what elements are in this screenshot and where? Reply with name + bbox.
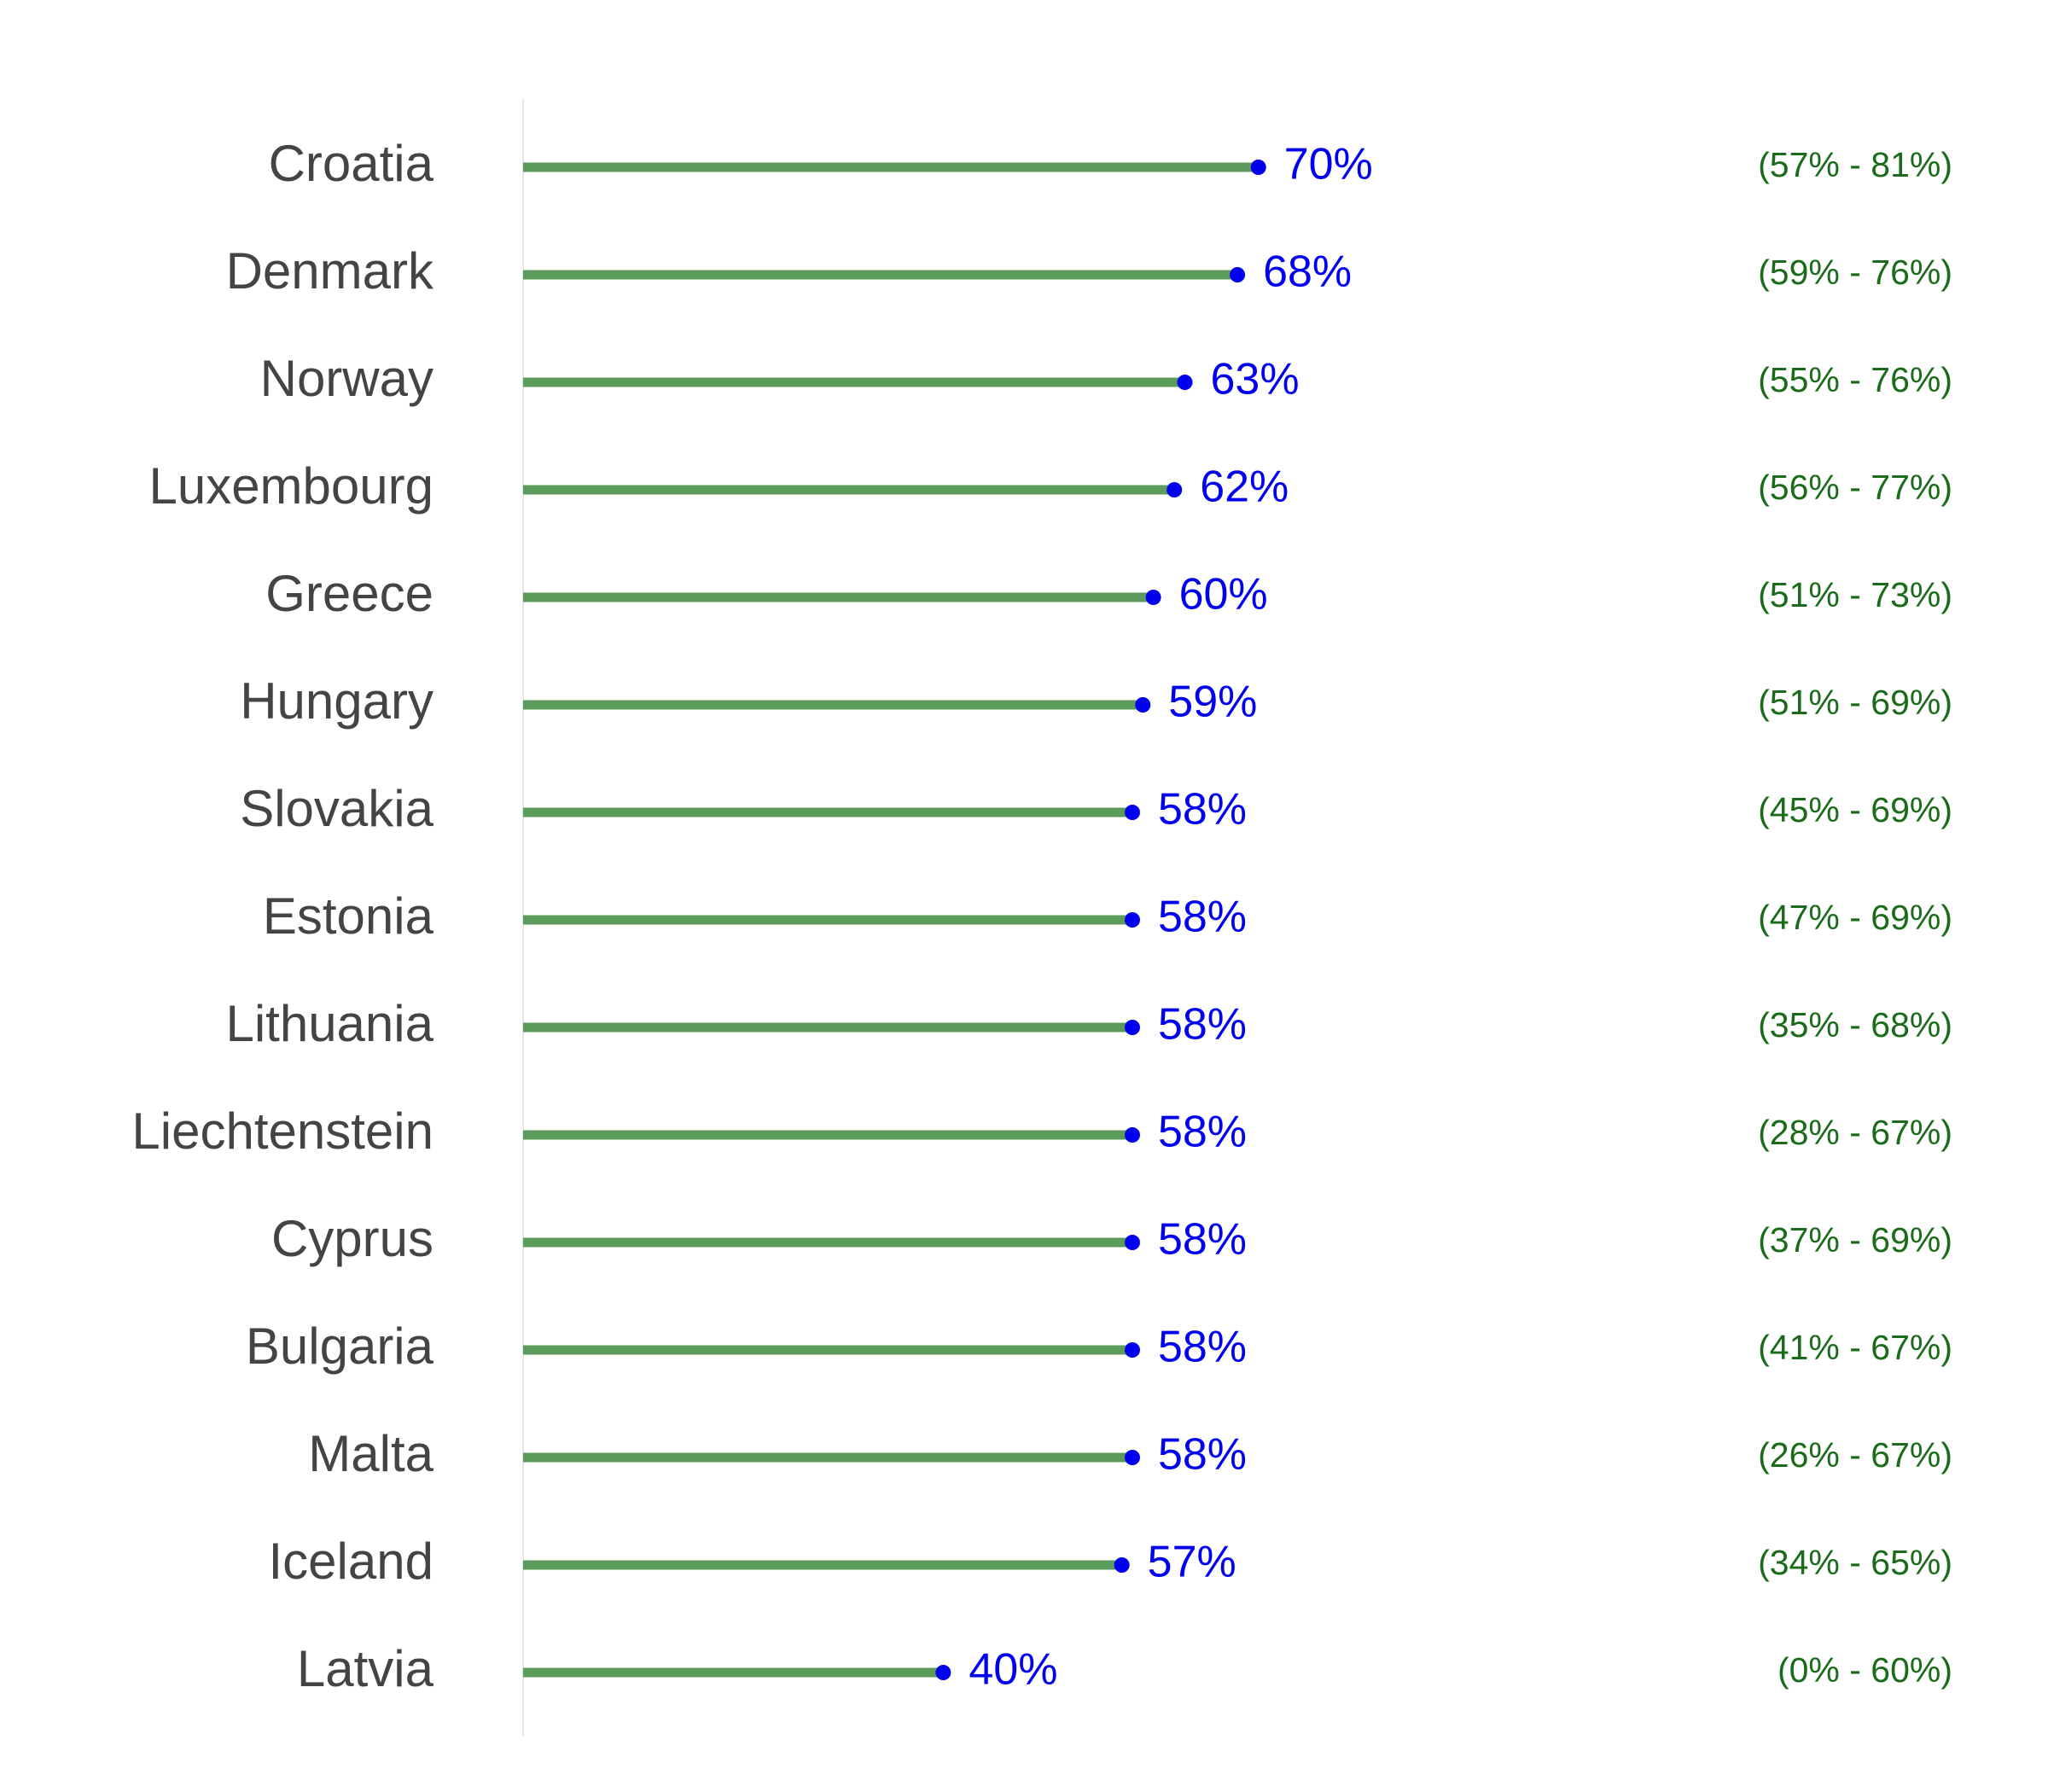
value-label: 40% (969, 1645, 1057, 1695)
category-label: Bulgaria (246, 1318, 434, 1375)
marker (1124, 1020, 1140, 1035)
marker (1124, 912, 1140, 928)
interval-label: (59% - 76%) (1758, 253, 1952, 292)
marker (1124, 805, 1140, 820)
value-label: 58% (1158, 1430, 1247, 1480)
value-label: 58% (1158, 1000, 1247, 1050)
interval-label: (47% - 69%) (1758, 898, 1952, 937)
category-label: Estonia (263, 887, 434, 945)
interval-label: (35% - 68%) (1758, 1005, 1952, 1044)
interval-label: (45% - 69%) (1758, 790, 1952, 829)
value-label: 62% (1200, 463, 1289, 512)
interval-label: (41% - 67%) (1758, 1328, 1952, 1367)
category-label: Lithuania (225, 995, 433, 1052)
marker (1250, 160, 1266, 175)
category-label: Latvia (297, 1640, 434, 1697)
category-label: Liechtenstein (131, 1103, 433, 1160)
value-label: 70% (1284, 140, 1373, 189)
marker (1124, 1342, 1140, 1358)
value-label: 58% (1158, 1215, 1247, 1265)
category-label: Cyprus (271, 1210, 433, 1267)
value-label: 68% (1263, 247, 1352, 297)
value-label: 58% (1158, 1323, 1247, 1372)
value-label: 58% (1158, 893, 1247, 942)
interval-label: (57% - 81%) (1758, 145, 1952, 184)
category-label: Luxembourg (148, 457, 433, 515)
interval-label: (56% - 77%) (1758, 468, 1952, 507)
marker (1145, 590, 1161, 605)
value-label: 59% (1168, 678, 1257, 727)
marker (1177, 375, 1193, 390)
marker (935, 1665, 951, 1680)
interval-label: (26% - 67%) (1758, 1435, 1952, 1475)
value-label: 58% (1158, 785, 1247, 835)
value-label: 58% (1158, 1108, 1247, 1157)
category-label: Greece (265, 565, 433, 622)
category-label: Denmark (226, 242, 434, 300)
interval-label: (51% - 73%) (1758, 575, 1952, 614)
interval-label: (34% - 65%) (1758, 1543, 1952, 1582)
value-label: 63% (1211, 355, 1300, 404)
marker (1124, 1235, 1140, 1250)
interval-label: (28% - 67%) (1758, 1113, 1952, 1152)
value-label: 57% (1148, 1538, 1236, 1587)
category-label: Croatia (269, 135, 434, 192)
value-label: 60% (1179, 570, 1268, 620)
interval-label: (37% - 69%) (1758, 1220, 1952, 1260)
marker (1167, 482, 1183, 497)
category-label: Norway (260, 350, 433, 407)
marker (1124, 1127, 1140, 1143)
interval-label: (51% - 69%) (1758, 683, 1952, 722)
category-label: Iceland (269, 1533, 433, 1590)
marker (1230, 267, 1246, 282)
marker (1124, 1450, 1140, 1465)
marker (1135, 697, 1151, 713)
category-label: Slovakia (240, 780, 433, 837)
interval-label: (55% - 76%) (1758, 360, 1952, 399)
interval-label: (0% - 60%) (1777, 1650, 1952, 1690)
marker (1114, 1557, 1130, 1573)
category-label: Hungary (240, 672, 433, 730)
category-label: Malta (308, 1425, 433, 1482)
